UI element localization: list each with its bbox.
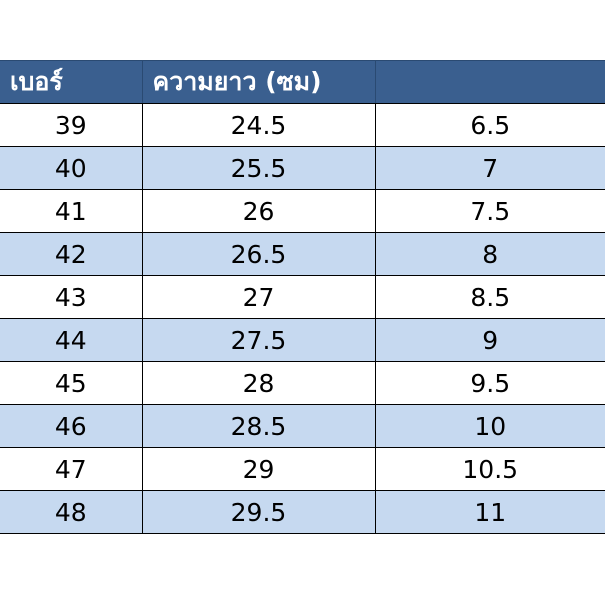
table-cell: 9.5 (374, 361, 605, 405)
table-cell: 47 (0, 447, 143, 491)
table-cell: 9 (374, 318, 605, 362)
table-cell: 10.5 (374, 447, 605, 491)
table-row: 47 29 10.5 (0, 447, 605, 491)
table-cell: 8.5 (374, 275, 605, 319)
table-cell: 26 (141, 189, 376, 233)
table-row: 40 25.5 7 (0, 146, 605, 190)
table-cell: 28.5 (141, 404, 376, 448)
table-cell: 45 (0, 361, 143, 405)
header-cell (374, 60, 605, 104)
header-row: เบอร์ ความยาว (ซม) (0, 60, 605, 104)
size-table: เบอร์ ความยาว (ซม) 39 24.5 6.5 40 25.5 7 41 26 7… (0, 60, 605, 534)
table-cell: 40 (0, 146, 143, 190)
table-row: 42 26.5 8 (0, 232, 605, 276)
table-cell: 43 (0, 275, 143, 319)
table-row: 43 27 8.5 (0, 275, 605, 319)
table-cell: 41 (0, 189, 143, 233)
table-cell: 6.5 (374, 103, 605, 147)
table-cell: 42 (0, 232, 143, 276)
table-cell: 44 (0, 318, 143, 362)
table-row: 48 29.5 11 (0, 490, 605, 534)
table-cell: 11 (374, 490, 605, 534)
table-cell: 29 (141, 447, 376, 491)
table-cell: 27.5 (141, 318, 376, 362)
table-cell: 25.5 (141, 146, 376, 190)
table-cell: 7 (374, 146, 605, 190)
table-cell: 48 (0, 490, 143, 534)
table-header: เบอร์ ความยาว (ซม) (0, 60, 605, 104)
table-cell: 8 (374, 232, 605, 276)
table-body: 39 24.5 6.5 40 25.5 7 41 26 7.5 42 26.5 8 43 27 8.5 44 2… (0, 103, 605, 534)
table-row: 41 26 7.5 (0, 189, 605, 233)
table-row: 45 28 9.5 (0, 361, 605, 405)
table-cell: 46 (0, 404, 143, 448)
table-cell: 27 (141, 275, 376, 319)
table-cell: 26.5 (141, 232, 376, 276)
header-cell: ความยาว (ซม) (141, 60, 376, 104)
table-row: 46 28.5 10 (0, 404, 605, 448)
table-row: 39 24.5 6.5 (0, 103, 605, 147)
header-cell: เบอร์ (0, 60, 143, 104)
table-row: 44 27.5 9 (0, 318, 605, 362)
table-cell: 24.5 (141, 103, 376, 147)
table-cell: 39 (0, 103, 143, 147)
table-cell: 28 (141, 361, 376, 405)
table-cell: 29.5 (141, 490, 376, 534)
table-cell: 10 (374, 404, 605, 448)
table-cell: 7.5 (374, 189, 605, 233)
